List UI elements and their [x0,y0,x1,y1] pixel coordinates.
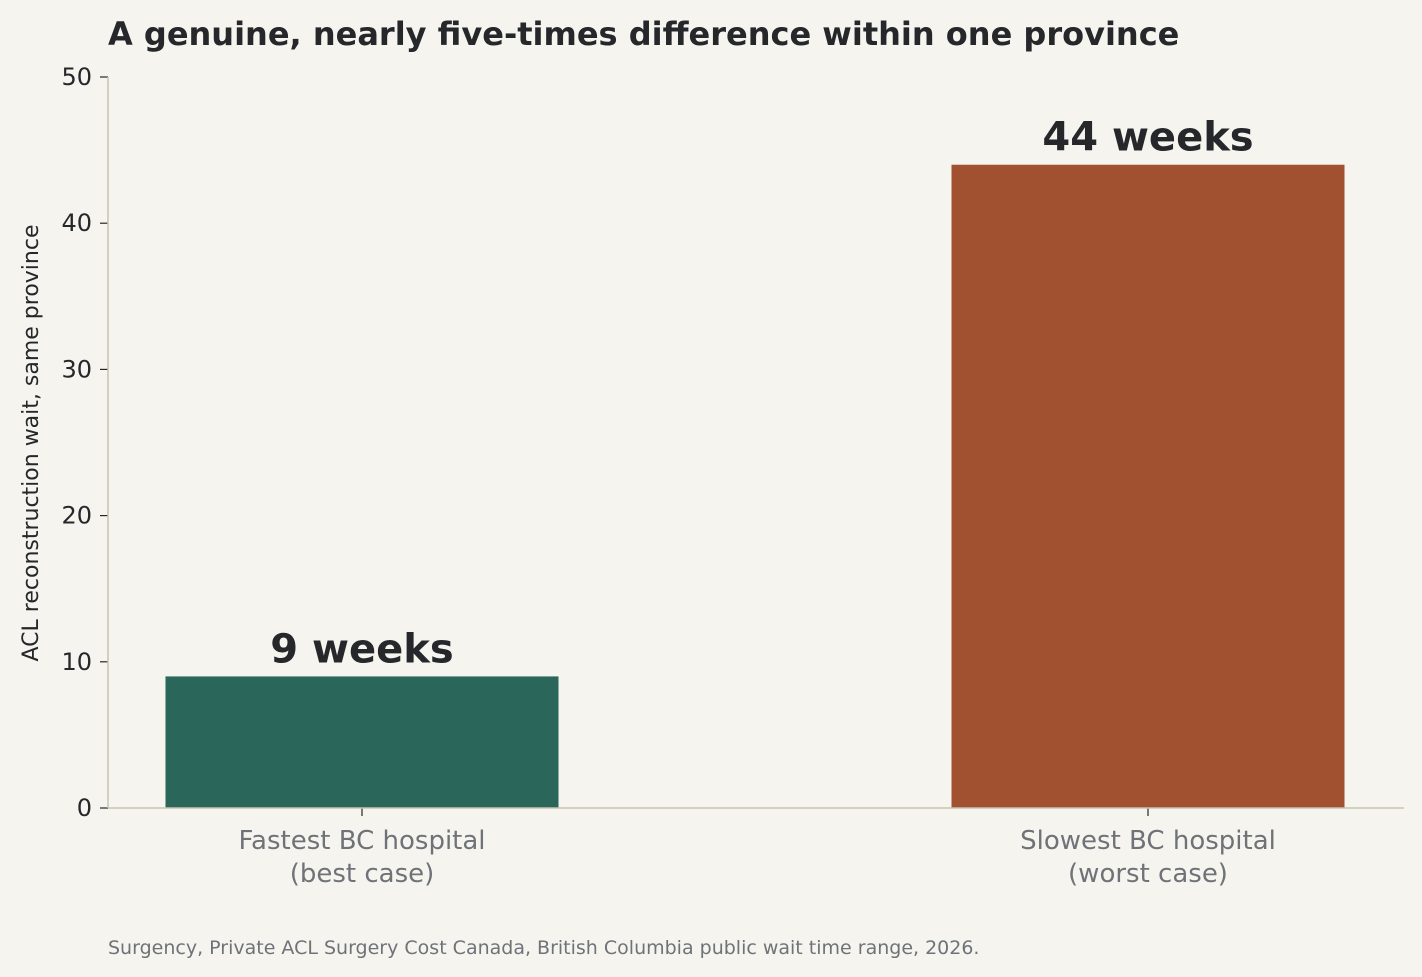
bar [165,676,559,808]
source-note: Surgency, Private ACL Surgery Cost Canad… [108,937,979,959]
bar [951,164,1345,809]
x-tick-label: Fastest BC hospital [238,826,485,856]
x-axis-ticks: Fastest BC hospital(best case) Slowest BC… [238,808,1276,889]
y-tick-label: 0 [77,794,92,822]
x-tick-label: (worst case) [1068,859,1228,889]
y-axis-label: ACL reconstruction wait, same province [19,225,44,662]
y-axis-ticks: 0 10 20 30 40 50 [61,63,108,822]
x-tick-label: Slowest BC hospital [1020,826,1276,856]
y-tick-label: 50 [61,63,92,91]
bar-data-label: 9 weeks [270,626,453,672]
bars: 9 weeks 44 weeks [165,115,1345,809]
y-tick-label: 10 [61,648,92,676]
y-tick-label: 40 [61,209,92,237]
x-tick-label: (best case) [290,859,435,889]
y-tick-label: 20 [61,502,92,530]
y-tick-label: 30 [61,355,92,383]
chart-title: A genuine, nearly five-times difference … [108,15,1179,53]
bar-data-label: 44 weeks [1042,115,1253,161]
